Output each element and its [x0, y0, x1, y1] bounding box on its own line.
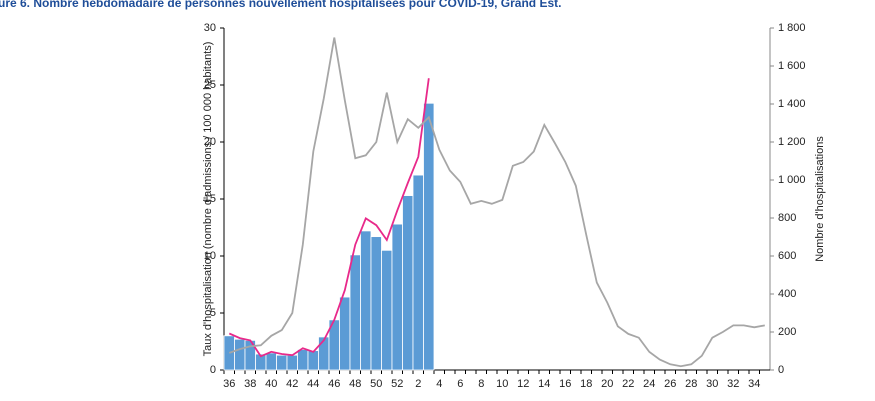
bar — [391, 223, 403, 371]
bar — [402, 195, 414, 371]
x-tick-label: 24 — [643, 378, 655, 390]
y2-axis-label: Nombre d'hospitalisations — [814, 136, 826, 262]
x-tick-label: 4 — [436, 378, 442, 390]
x-tick-label: 22 — [622, 378, 634, 390]
x-tick-label: 48 — [349, 378, 361, 390]
bar — [223, 335, 235, 371]
y2-tick-label: 1 400 — [778, 98, 806, 110]
y-tick-label: 5 — [210, 307, 216, 319]
bar — [307, 350, 319, 371]
y2-tick-label: 1 200 — [778, 136, 806, 148]
x-tick-label: 20 — [601, 378, 613, 390]
y-axis-label: Taux d'hospitalisation (nombre d'admissi… — [202, 42, 214, 357]
bar — [349, 254, 361, 371]
y-tick-label: 30 — [204, 22, 216, 34]
bar — [412, 174, 424, 371]
y2-tick-label: 400 — [778, 288, 796, 300]
bar — [276, 354, 288, 371]
x-tick-label: 38 — [244, 378, 256, 390]
x-tick-label: 18 — [580, 378, 592, 390]
x-tick-label: 6 — [457, 378, 463, 390]
line — [228, 78, 430, 358]
y2-tick-label: 1 000 — [778, 174, 806, 186]
x-tick-label: 30 — [706, 378, 718, 390]
x-tick-label: 44 — [307, 378, 319, 390]
x-tick-label: 40 — [265, 378, 277, 390]
bar — [318, 336, 330, 371]
x-tick-label: 34 — [748, 378, 760, 390]
y-tick-label: 25 — [204, 79, 216, 91]
y2-tick-label: 1 600 — [778, 60, 806, 72]
x-tick-label: 42 — [286, 378, 298, 390]
bar — [360, 230, 372, 371]
x-tick-label: 8 — [478, 378, 484, 390]
x-tick-label: 14 — [538, 378, 550, 390]
y-tick-label: 10 — [204, 250, 216, 262]
x-tick-label: 26 — [664, 378, 676, 390]
bar — [265, 352, 277, 371]
y2-tick-label: 800 — [778, 212, 796, 224]
x-tick-label: 2 — [415, 378, 421, 390]
x-tick-label: 16 — [559, 378, 571, 390]
x-tick-label: 46 — [328, 378, 340, 390]
x-tick-label: 12 — [517, 378, 529, 390]
x-tick-label: 32 — [727, 378, 739, 390]
y2-tick-label: 200 — [778, 326, 796, 338]
x-tick-label: 28 — [685, 378, 697, 390]
y2-tick-label: 0 — [778, 364, 784, 376]
chart-title: Figure 6. Nombre hebdomadaire de personn… — [0, 0, 561, 10]
x-tick-label: 10 — [496, 378, 508, 390]
bar — [370, 236, 382, 371]
y-tick-label: 15 — [204, 193, 216, 205]
y2-tick-label: 600 — [778, 250, 796, 262]
x-tick-label: 50 — [370, 378, 382, 390]
bar — [423, 102, 435, 371]
bar — [234, 338, 246, 371]
x-tick-label: 36 — [223, 378, 235, 390]
y-tick-label: 20 — [204, 136, 216, 148]
bar — [339, 296, 351, 371]
y2-tick-label: 1 800 — [778, 22, 806, 34]
bar — [381, 249, 393, 371]
line — [228, 37, 765, 368]
x-tick-label: 52 — [391, 378, 403, 390]
bar — [297, 349, 309, 371]
y-tick-label: 0 — [210, 364, 216, 376]
bar — [286, 354, 298, 371]
